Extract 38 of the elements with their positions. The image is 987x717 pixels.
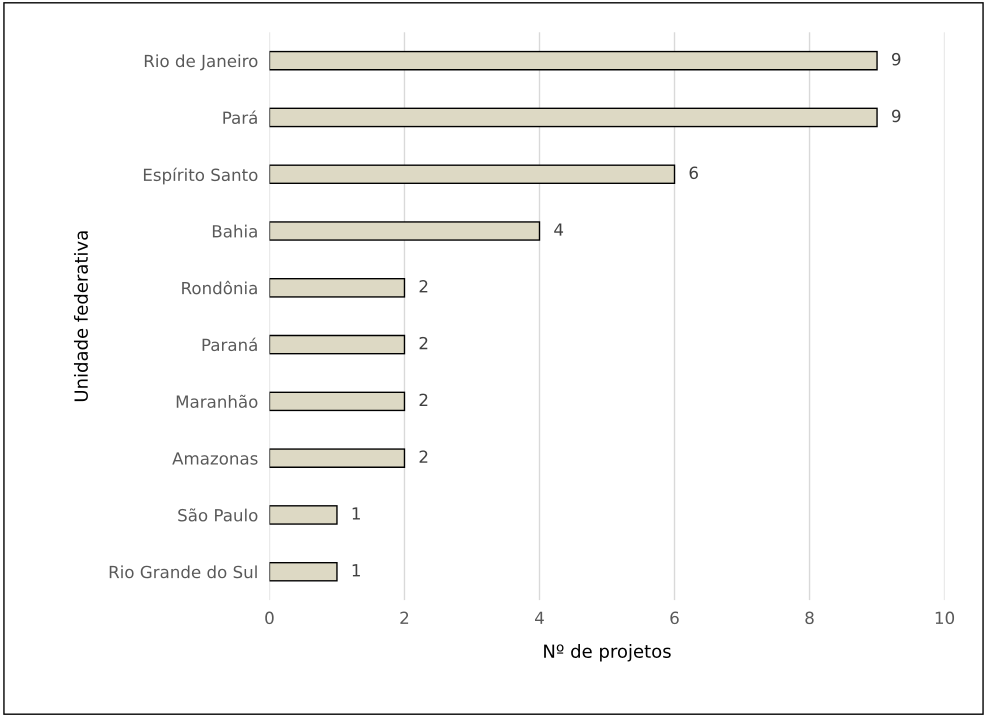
data-label: 2 bbox=[420, 450, 428, 463]
bar bbox=[269, 278, 406, 298]
data-label: 9 bbox=[892, 110, 900, 122]
y-tick-label: Bahia bbox=[212, 224, 257, 238]
bar bbox=[269, 221, 540, 241]
y-tick-label: Rio Grande do Sul bbox=[110, 565, 257, 578]
x-tick-label: 0 bbox=[265, 612, 274, 624]
y-tick-label: Rondônia bbox=[182, 280, 257, 294]
bar bbox=[269, 505, 338, 525]
data-label: 9 bbox=[892, 52, 900, 66]
data-label: 2 bbox=[420, 280, 428, 292]
bar bbox=[269, 334, 406, 354]
y-tick-label: Espírito Santo bbox=[144, 168, 258, 184]
x-tick-label: 10 bbox=[936, 612, 954, 624]
y-tick-label: Maranhão bbox=[176, 394, 258, 408]
x-tick-label: 8 bbox=[805, 612, 814, 624]
y-axis-title: Unidade federativa bbox=[74, 231, 88, 402]
bar bbox=[269, 108, 878, 128]
bar bbox=[269, 50, 878, 70]
bar bbox=[269, 164, 676, 184]
x-tick-label: 6 bbox=[670, 612, 679, 624]
x-axis-title: Nº de projetos bbox=[544, 644, 671, 662]
bar bbox=[269, 448, 406, 468]
y-tick-label: Amazonas bbox=[172, 452, 258, 465]
data-label: 1 bbox=[352, 507, 360, 520]
data-label: 2 bbox=[420, 394, 428, 406]
data-label: 6 bbox=[690, 166, 698, 180]
y-tick-label: Paraná bbox=[202, 338, 257, 352]
y-tick-label: Pará bbox=[223, 110, 257, 124]
y-tick-label: São Paulo bbox=[178, 508, 258, 522]
data-label: 1 bbox=[352, 564, 360, 576]
x-tick-label: 2 bbox=[400, 612, 408, 624]
data-label: 2 bbox=[420, 336, 428, 350]
bar bbox=[269, 562, 338, 582]
x-tick-label: 4 bbox=[535, 612, 544, 624]
bar bbox=[269, 392, 406, 412]
data-label: 4 bbox=[554, 223, 564, 236]
y-tick-label: Rio de Janeiro bbox=[144, 54, 258, 70]
